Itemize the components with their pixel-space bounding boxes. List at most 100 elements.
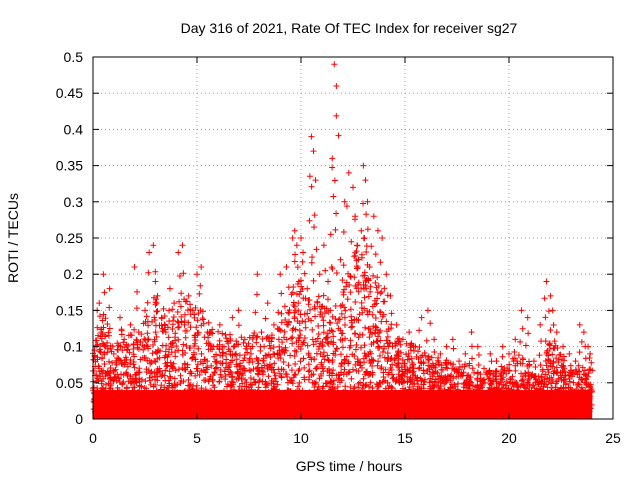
data-point — [308, 183, 315, 190]
data-point — [436, 408, 443, 415]
data-point — [442, 379, 449, 386]
data-point — [260, 369, 267, 376]
data-point-spike — [337, 256, 344, 263]
data-point — [587, 386, 594, 393]
data-point — [149, 374, 156, 381]
data-point — [415, 365, 422, 372]
data-point-spike — [566, 350, 573, 357]
data-point — [353, 367, 360, 374]
data-point — [104, 321, 111, 328]
data-point — [370, 357, 377, 364]
data-point — [143, 366, 150, 373]
data-point — [514, 360, 521, 367]
data-point — [384, 292, 391, 299]
data-point — [348, 375, 355, 382]
data-point — [340, 371, 347, 378]
data-point — [148, 368, 155, 375]
data-point — [373, 284, 380, 291]
data-point — [166, 346, 173, 353]
data-point-spike — [580, 329, 587, 336]
data-point — [320, 383, 327, 390]
data-point — [355, 334, 362, 341]
data-point — [447, 384, 454, 391]
data-point — [482, 369, 489, 376]
data-point — [341, 356, 348, 363]
x-axis-label: GPS time / hours — [296, 458, 403, 474]
data-point — [281, 303, 288, 310]
data-point — [194, 395, 201, 402]
data-point — [341, 286, 348, 293]
data-point — [550, 370, 557, 377]
data-point — [135, 346, 142, 353]
data-point — [126, 349, 133, 356]
data-point — [365, 372, 372, 379]
data-point — [101, 289, 108, 296]
data-point — [352, 249, 359, 256]
data-point — [476, 392, 483, 399]
data-point — [152, 322, 159, 329]
data-point — [327, 319, 334, 326]
data-point — [388, 371, 395, 378]
data-point — [175, 336, 182, 343]
data-point — [578, 376, 585, 383]
data-point — [507, 376, 514, 383]
data-point — [324, 339, 331, 346]
data-point — [431, 349, 438, 356]
data-point — [191, 351, 198, 358]
data-point — [367, 379, 374, 386]
data-point — [312, 380, 319, 387]
data-point — [99, 355, 106, 362]
data-point — [297, 346, 304, 353]
data-point — [489, 395, 496, 402]
data-point — [131, 364, 138, 371]
data-point — [240, 339, 247, 346]
data-point — [246, 334, 253, 341]
data-point — [291, 353, 298, 359]
data-point — [224, 338, 231, 345]
data-point — [318, 371, 325, 378]
data-point — [420, 381, 427, 388]
data-point — [384, 333, 391, 340]
data-point — [465, 372, 472, 379]
data-point — [183, 342, 190, 349]
data-point — [100, 311, 107, 318]
data-point — [545, 308, 552, 315]
data-point — [407, 376, 414, 383]
data-point — [374, 338, 381, 345]
data-point — [124, 371, 131, 378]
data-point — [94, 385, 101, 392]
data-point — [377, 259, 384, 266]
data-point — [362, 324, 369, 331]
data-point — [205, 319, 212, 326]
data-point — [180, 270, 187, 277]
data-point — [211, 368, 218, 375]
data-point — [562, 394, 569, 401]
data-point — [158, 373, 165, 380]
data-point — [337, 327, 344, 334]
data-point — [434, 357, 441, 364]
data-point — [560, 353, 567, 360]
data-point — [154, 308, 161, 315]
data-point — [315, 293, 322, 300]
data-point — [163, 363, 170, 370]
data-point — [213, 364, 220, 371]
data-point-spike — [462, 350, 469, 357]
data-point — [175, 324, 182, 331]
data-point — [94, 388, 101, 395]
data-point — [337, 336, 344, 343]
data-point — [507, 375, 514, 382]
data-point-spike — [204, 329, 211, 336]
data-point — [391, 357, 398, 364]
data-point — [427, 402, 434, 409]
data-point — [226, 363, 233, 370]
data-point — [566, 378, 573, 385]
data-point-spike — [352, 213, 359, 220]
data-point-spike — [127, 321, 134, 328]
data-point — [380, 311, 387, 318]
data-point — [232, 350, 239, 357]
data-point — [300, 355, 307, 362]
data-point — [256, 377, 263, 384]
data-point — [176, 272, 183, 279]
data-point — [222, 373, 229, 380]
y-tick-label: 0.4 — [64, 121, 84, 137]
